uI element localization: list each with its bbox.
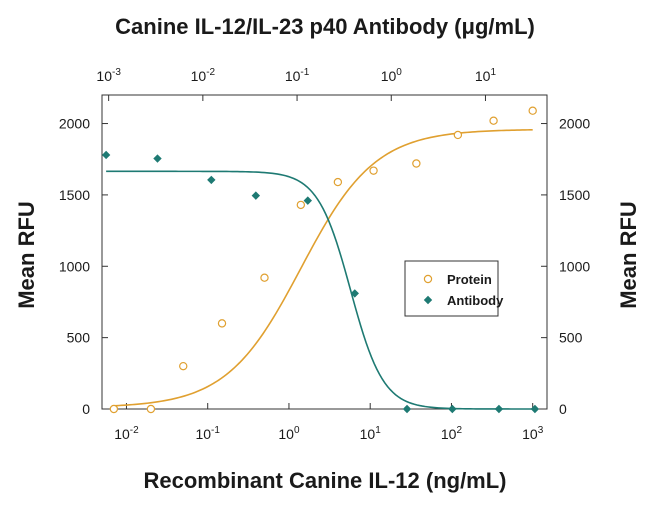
legend-label-antibody: Antibody [447, 293, 504, 308]
data-point-antibody [153, 154, 162, 163]
data-point-protein [489, 116, 498, 125]
legend-marker-protein [423, 274, 433, 284]
data-point-protein [453, 130, 463, 140]
right-y-tick-label: 0 [559, 401, 567, 417]
left-y-tick-label: 1500 [59, 187, 90, 203]
data-point-antibody [251, 191, 261, 200]
bottom-x-tick-label: 10-2 [114, 425, 139, 442]
data-point-antibody [494, 404, 504, 414]
bottom-axis-title: Recombinant Canine IL-12 (ng/mL) [143, 468, 506, 493]
left-y-axis-title: Mean RFU [14, 201, 39, 309]
right-y-axis-title: Mean RFU [616, 201, 641, 309]
top-x-tick-label: 10-2 [191, 67, 216, 84]
data-point-antibody [350, 289, 359, 298]
data-point-antibody [448, 404, 457, 414]
legend-box [404, 260, 499, 317]
data-point-antibody [207, 175, 216, 185]
data-point-protein [217, 319, 227, 328]
data-point-protein [109, 404, 119, 414]
bottom-x-tick-label: 10-1 [195, 425, 220, 442]
fit-curve-protein [113, 128, 533, 407]
legend-label-protein: Protein [447, 272, 492, 287]
data-point-protein [296, 200, 306, 210]
data-point-antibody [530, 404, 540, 414]
right-y-tick-label: 1000 [559, 258, 590, 274]
data-point-antibody [101, 150, 111, 160]
top-axis-title: Canine IL-12/IL-23 p40 Antibody (μg/mL) [115, 14, 535, 39]
right-y-tick-label: 1500 [559, 187, 590, 203]
data-point-protein [146, 404, 156, 414]
data-point-antibody [402, 404, 412, 414]
chart-marks: 10-2 10-1 100 101 102 103 10-3 10-2 10-1 100 101 0 0… [59, 67, 591, 442]
bottom-x-tick-label: 103 [522, 425, 544, 442]
data-point-protein [528, 106, 537, 115]
plot-frame [101, 94, 548, 410]
right-y-tick-label: 2000 [559, 116, 590, 132]
fit-curve-antibody [106, 170, 535, 410]
data-point-protein [369, 166, 378, 175]
left-y-tick-label: 0 [82, 401, 90, 417]
left-y-tick-label: 2000 [59, 116, 90, 132]
data-point-protein [412, 159, 421, 168]
bottom-x-tick-label: 100 [278, 425, 300, 442]
data-point-protein [260, 273, 269, 282]
top-x-tick-label: 100 [381, 67, 403, 84]
top-x-tick-label: 101 [475, 67, 497, 84]
left-y-tick-label: 500 [67, 330, 91, 346]
top-x-tick-label: 10-3 [96, 67, 121, 84]
data-point-protein [333, 177, 343, 187]
data-point-antibody [303, 196, 312, 205]
data-point-protein [179, 361, 188, 371]
left-y-tick-label: 1000 [59, 258, 90, 274]
legend-marker-antibody [423, 295, 433, 305]
bottom-x-tick-label: 102 [441, 425, 463, 442]
bottom-x-tick-label: 101 [360, 425, 382, 442]
top-x-tick-label: 10-1 [285, 67, 310, 84]
right-y-tick-label: 500 [559, 330, 583, 346]
